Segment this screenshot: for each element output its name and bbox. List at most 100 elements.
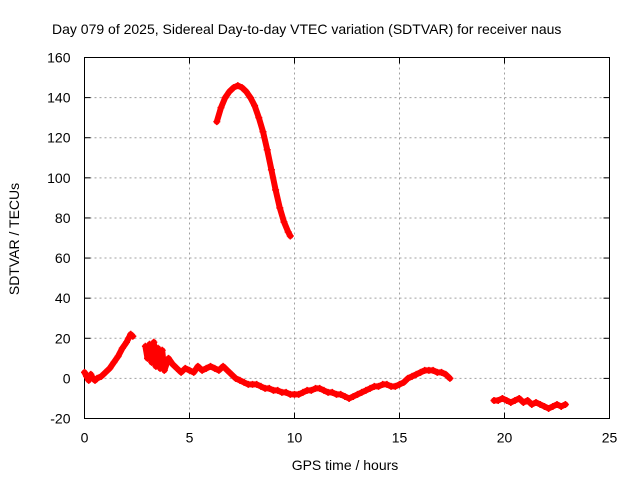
data-point [358,388,366,396]
y-tick-label: 20 [55,330,71,346]
data-point [242,88,250,96]
data-point [169,360,177,368]
data-point [417,368,424,376]
series-band [81,331,136,384]
data-point [211,364,219,372]
data-point [110,358,118,366]
data-point [190,368,198,376]
data-point [129,332,137,340]
data-point [265,384,273,392]
data-point [253,380,261,388]
data-point [282,388,290,396]
data-point [125,334,133,342]
data-point [165,354,172,362]
data-point [349,392,357,400]
data-point [528,400,536,408]
y-tick-label: -20 [50,411,70,427]
y-axis-label: SDTVAR / TECUs [6,183,22,295]
series-segment-4 [490,394,569,412]
data-point [177,368,185,376]
data-point [223,366,231,374]
x-tick-label: 5 [186,430,194,446]
data-point [230,84,238,92]
x-axis-label: GPS time / hours [292,457,399,473]
series-segment-2 [141,338,454,402]
data-point [232,374,240,382]
data-point [93,374,101,382]
y-tick-label: 0 [63,370,71,386]
data-point [160,366,168,374]
data-point [225,88,233,96]
data-point [557,402,565,410]
data-point [524,396,532,404]
y-tick-label: 140 [47,90,71,106]
data-point [97,372,105,380]
data-point [400,378,408,386]
data-point [85,376,93,384]
data-point [150,338,158,346]
data-point [238,84,246,92]
data-point [81,368,88,376]
data-point [515,394,523,402]
data-point [345,394,353,402]
series-segment-3 [213,82,294,240]
data-point [307,386,315,394]
data-point [213,118,221,126]
data-point [446,374,454,382]
x-tick-label: 10 [287,430,303,446]
data-point [146,340,154,348]
data-point [276,204,284,212]
data-point [408,372,416,380]
data-point [429,366,437,374]
data-point [251,102,259,110]
data-point [259,128,267,136]
data-point [246,94,254,102]
data-point [354,390,361,398]
data-point [503,396,511,404]
data-point [494,396,502,404]
data-point [561,400,569,408]
data-point [173,364,181,372]
axis-ticks: 0 5 10 15 20 25 -20 0 20 40 60 80 100 120 140 160 [47,50,617,446]
data-point [267,166,275,174]
series-band [213,82,294,239]
y-tick-label: 120 [47,130,71,146]
data-point [207,362,214,370]
grid-lines [84,57,610,419]
data-point [532,398,540,406]
data-point [228,370,235,378]
data-point [257,382,265,390]
data-point [141,342,149,350]
data-point [219,362,227,370]
data-point [186,366,193,374]
data-point [102,368,109,376]
data-point [215,366,223,374]
data-point [221,94,229,102]
data-point [198,366,206,374]
data-point [194,362,202,370]
data-point [396,380,403,388]
data-point [404,374,412,382]
y-tick-label: 100 [47,170,71,186]
data-point [284,228,292,236]
data-point [236,376,244,384]
data-point [316,384,324,392]
data-point [536,400,544,408]
data-point [286,232,294,240]
data-point [158,346,166,354]
data-point [114,352,122,360]
data-point [181,364,189,372]
x-tick-label: 25 [602,430,618,446]
data-point [391,382,399,390]
y-tick-label: 40 [55,290,71,306]
data-point [553,400,561,408]
y-tick-label: 160 [47,50,71,66]
y-tick-label: 80 [55,210,71,226]
x-tick-label: 15 [392,430,408,446]
data-point [540,402,548,410]
data-point [341,392,349,400]
data-point [519,398,527,406]
data-point [320,386,328,394]
data-point [375,382,382,390]
x-tick-label: 0 [81,430,89,446]
